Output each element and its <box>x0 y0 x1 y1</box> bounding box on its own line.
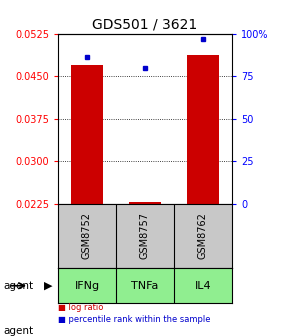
Text: GSM8757: GSM8757 <box>140 212 150 259</box>
Text: ■ log ratio: ■ log ratio <box>58 303 103 312</box>
Title: GDS501 / 3621: GDS501 / 3621 <box>93 17 197 31</box>
Text: IL4: IL4 <box>195 281 211 291</box>
Text: GSM8762: GSM8762 <box>198 212 208 259</box>
Bar <box>71 65 103 204</box>
Text: TNFa: TNFa <box>131 281 159 291</box>
Text: ■ percentile rank within the sample: ■ percentile rank within the sample <box>58 315 211 324</box>
Text: IFNg: IFNg <box>75 281 99 291</box>
Text: ▶: ▶ <box>44 281 52 291</box>
Text: GSM8752: GSM8752 <box>82 212 92 259</box>
Bar <box>187 54 219 204</box>
Bar <box>129 202 161 204</box>
Text: agent: agent <box>3 326 33 336</box>
Text: agent: agent <box>3 281 33 291</box>
